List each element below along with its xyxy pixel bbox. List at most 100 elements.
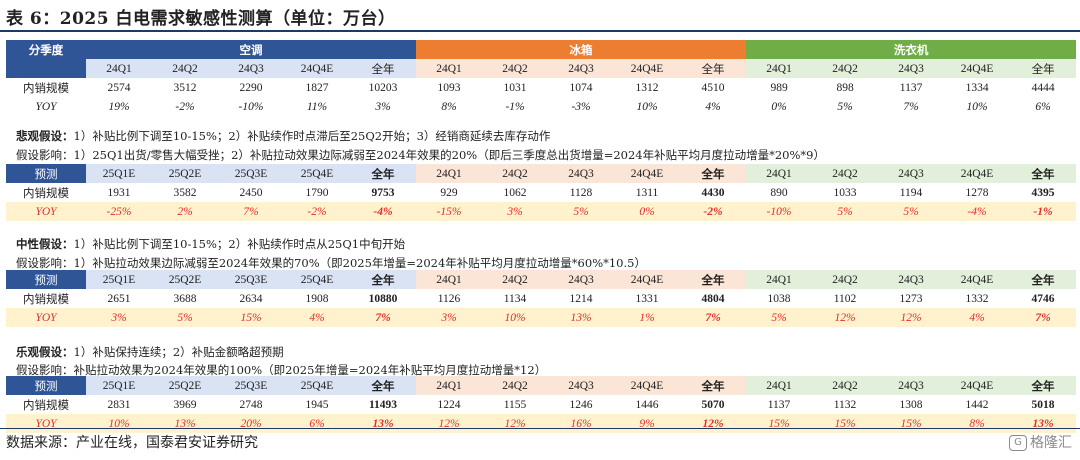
value-cell: 1033 (833, 186, 857, 199)
yoy-cell: 4% (705, 100, 721, 113)
period-header: 24Q2 (482, 376, 548, 395)
period-header: 25Q2E (152, 270, 218, 289)
period-header: 25Q1E (86, 164, 152, 183)
value-cell: 1931 (107, 186, 131, 199)
yoy-cell: 10% (966, 100, 988, 113)
period-header: 全年 (1010, 376, 1076, 395)
period-header: 24Q2 (812, 164, 878, 183)
value-cell: 3688 (173, 292, 197, 305)
period-header: 25Q4E (284, 164, 350, 183)
scenario-3-table: 预测 25Q1E 25Q2E 25Q3E 25Q4E 全年 24Q1 24Q2 24Q3 24Q4… (6, 376, 1076, 433)
period-header: 24Q1 (416, 270, 482, 289)
yoy-cell: 3% (86, 308, 152, 327)
value-cell: 4804 (701, 292, 725, 305)
yoy-cell: 0% (614, 202, 680, 221)
value-cell: 898 (836, 81, 854, 94)
value-cell: 3969 (173, 398, 197, 411)
footer-rule (0, 428, 1080, 429)
period-header: 25Q2E (152, 164, 218, 183)
period-header: 24Q4E (944, 376, 1010, 395)
value-cell: 1132 (833, 398, 857, 411)
value-cell: 1031 (503, 81, 527, 94)
yoy-cell: 11% (306, 100, 328, 113)
period-header: 24Q1 (416, 164, 482, 183)
period-header: 24Q1 (416, 59, 483, 78)
value-cell: 1155 (503, 398, 527, 411)
yoy-cell: 10% (482, 308, 548, 327)
yoy-cell: 4% (284, 308, 350, 327)
period-header: 24Q2 (482, 270, 548, 289)
period-header: 24Q4E (944, 164, 1010, 183)
period-header: 25Q3E (218, 164, 284, 183)
yoy-cell: -1% (1010, 202, 1076, 221)
period-header: 全年 (1010, 59, 1077, 78)
predict-label: 预测 (6, 270, 86, 289)
period-header: 25Q4E (284, 270, 350, 289)
scenario-3-heading: 乐观假设： (16, 345, 74, 359)
yoy-cell: 15% (218, 308, 284, 327)
watermark-logo: G 格隆汇 (1009, 432, 1072, 452)
value-cell: 1331 (635, 292, 659, 305)
yoy-cell: 5% (746, 308, 812, 327)
yoy-label: YOY (35, 100, 57, 113)
yoy-cell: -2% (284, 202, 350, 221)
logo-icon: G (1009, 435, 1027, 451)
value-cell: 890 (770, 186, 788, 199)
period-header: 25Q4E (284, 376, 350, 395)
yoy-cell: 12% (878, 308, 944, 327)
value-cell: 1246 (569, 398, 593, 411)
scenario-1-heading: 悲观假设： (16, 129, 74, 143)
row-label: 内销规模 (23, 82, 69, 95)
period-row-label (6, 59, 86, 78)
value-cell: 1908 (305, 292, 329, 305)
yoy-cell: 13% (1010, 414, 1076, 433)
row-label: 内销规模 (23, 187, 69, 200)
value-cell: 5018 (1031, 398, 1055, 411)
value-cell: 2651 (107, 292, 131, 305)
period-header: 25Q1E (86, 270, 152, 289)
yoy-cell: 7% (1010, 308, 1076, 327)
period-header: 24Q3 (878, 59, 945, 78)
row-label: 内销规模 (23, 293, 69, 306)
yoy-cell: 5% (878, 202, 944, 221)
value-cell: 1102 (833, 292, 857, 305)
scenario-2-assumption-text: 1）补贴比例下调至10-15%；2）补贴续作时点从25Q1中旬开始 (73, 237, 406, 251)
value-cell: 5070 (701, 398, 725, 411)
value-cell: 10203 (368, 81, 398, 94)
yoy-cell: 13% (152, 414, 218, 433)
yoy-cell: -2% (680, 202, 746, 221)
group-header-fridge: 冰箱 (416, 40, 747, 59)
scenario-2-assumption: 中性假设：1）补贴比例下调至10-15%；2）补贴续作时点从25Q1中旬开始 (16, 236, 405, 252)
yoy-cell: -10% (238, 100, 264, 113)
value-cell: 1308 (899, 398, 923, 411)
period-header: 24Q3 (878, 270, 944, 289)
value-cell: 1790 (305, 186, 329, 199)
value-cell: 2748 (239, 398, 263, 411)
value-cell: 1214 (569, 292, 593, 305)
title-rule (0, 30, 1080, 32)
scenario-2-impact: 假设影响：1）补贴拉动效果边际减弱至2024年效果的70%（即2025年增量=2… (16, 256, 646, 270)
value-cell: 1334 (965, 81, 989, 94)
period-header: 24Q1 (746, 376, 812, 395)
value-cell: 1442 (965, 398, 989, 411)
period-header: 全年 (350, 376, 416, 395)
period-header: 24Q4E (614, 59, 681, 78)
period-header: 全年 (350, 164, 416, 183)
scenario-2-table: 预测 25Q1E 25Q2E 25Q3E 25Q4E 全年 24Q1 24Q2 24Q3 24Q4… (6, 270, 1076, 327)
yoy-cell: 12% (680, 414, 746, 433)
yoy-cell: -10% (746, 202, 812, 221)
period-header: 24Q3 (548, 164, 614, 183)
yoy-cell: -1% (505, 100, 525, 113)
scenario-3-assumption: 乐观假设：1）补贴保持连续；2）补贴金额略超预期 (16, 344, 284, 360)
period-header: 24Q3 (218, 59, 284, 78)
logo-text: 格隆汇 (1030, 435, 1072, 451)
period-header: 24Q3 (878, 376, 944, 395)
value-cell: 4746 (1031, 292, 1055, 305)
period-header: 24Q2 (482, 59, 549, 78)
period-header: 24Q4E (614, 270, 680, 289)
period-header: 24Q1 (86, 59, 152, 78)
period-header: 24Q2 (152, 59, 218, 78)
source-note: 数据来源：产业在线，国泰君安证券研究 (6, 435, 258, 451)
value-cell: 1273 (899, 292, 923, 305)
value-cell: 929 (440, 186, 458, 199)
